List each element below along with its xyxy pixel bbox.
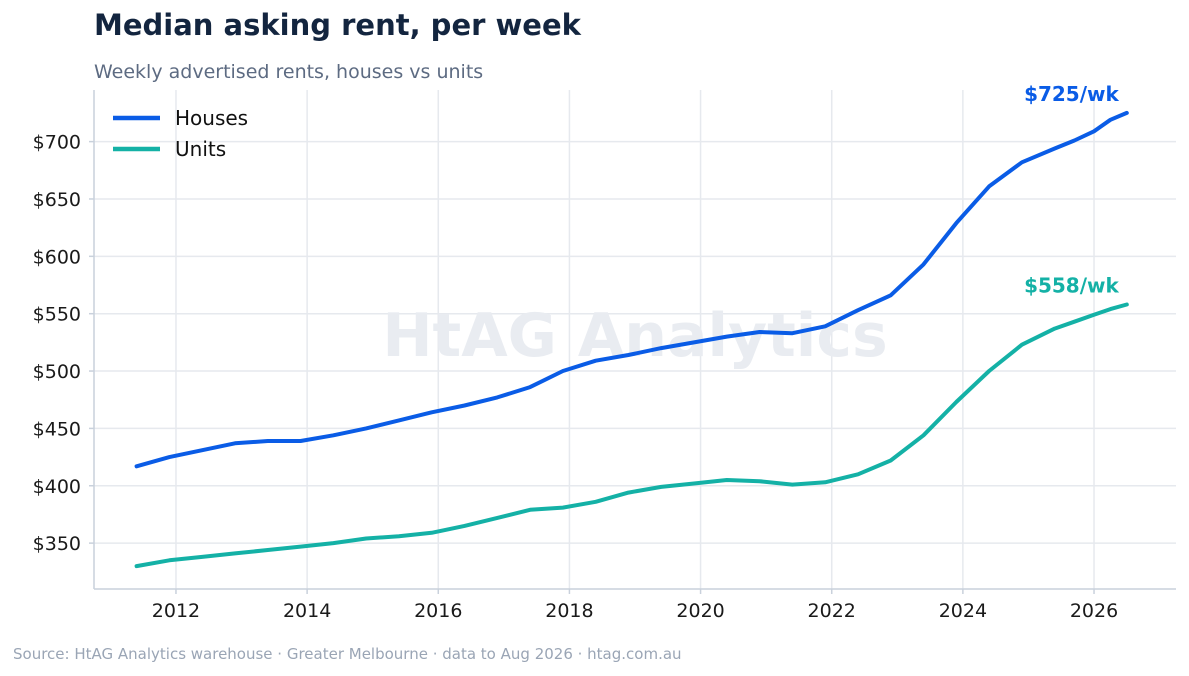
y-tick-label: $400 [33,476,81,498]
y-tick-label: $600 [33,246,81,268]
watermark: HtAG Analytics [382,301,887,371]
axes: 2012 2014 2016 2018 2020 2022 2024 2026 $350 $400… [33,90,1176,622]
chart-subtitle: Weekly advertised rents, houses vs units [94,61,484,83]
y-tick-label: $650 [33,189,81,211]
x-tick-label: 2024 [939,600,987,622]
x-tick-label: 2026 [1070,600,1118,622]
series-line-houses [134,110,1129,469]
end-label-houses: $725/wk [1024,82,1119,106]
x-tick-label: 2016 [414,600,462,622]
legend-label-houses: Houses [175,106,248,130]
y-tick-label: $350 [33,533,81,555]
end-labels: $725/wk $558/wk [1024,82,1119,298]
x-tick-label: 2014 [283,600,331,622]
legend: Houses Units [113,106,248,161]
x-tick-label: 2022 [808,600,856,622]
y-tick-label: $500 [33,361,81,383]
x-tick-label: 2018 [545,600,593,622]
source-note: Source: HtAG Analytics warehouse · Great… [13,645,682,663]
series-line-units [134,302,1129,569]
x-tick-label: 2012 [152,600,200,622]
y-tick-label: $450 [33,418,81,440]
x-tick-label: 2020 [676,600,724,622]
y-tick-label: $700 [33,132,81,154]
grid-lines [94,90,1176,589]
legend-label-units: Units [175,137,226,161]
series-lines [134,110,1129,569]
y-tick-label: $550 [33,304,81,326]
chart-title: Median asking rent, per week [94,8,581,42]
end-label-units: $558/wk [1024,274,1119,298]
